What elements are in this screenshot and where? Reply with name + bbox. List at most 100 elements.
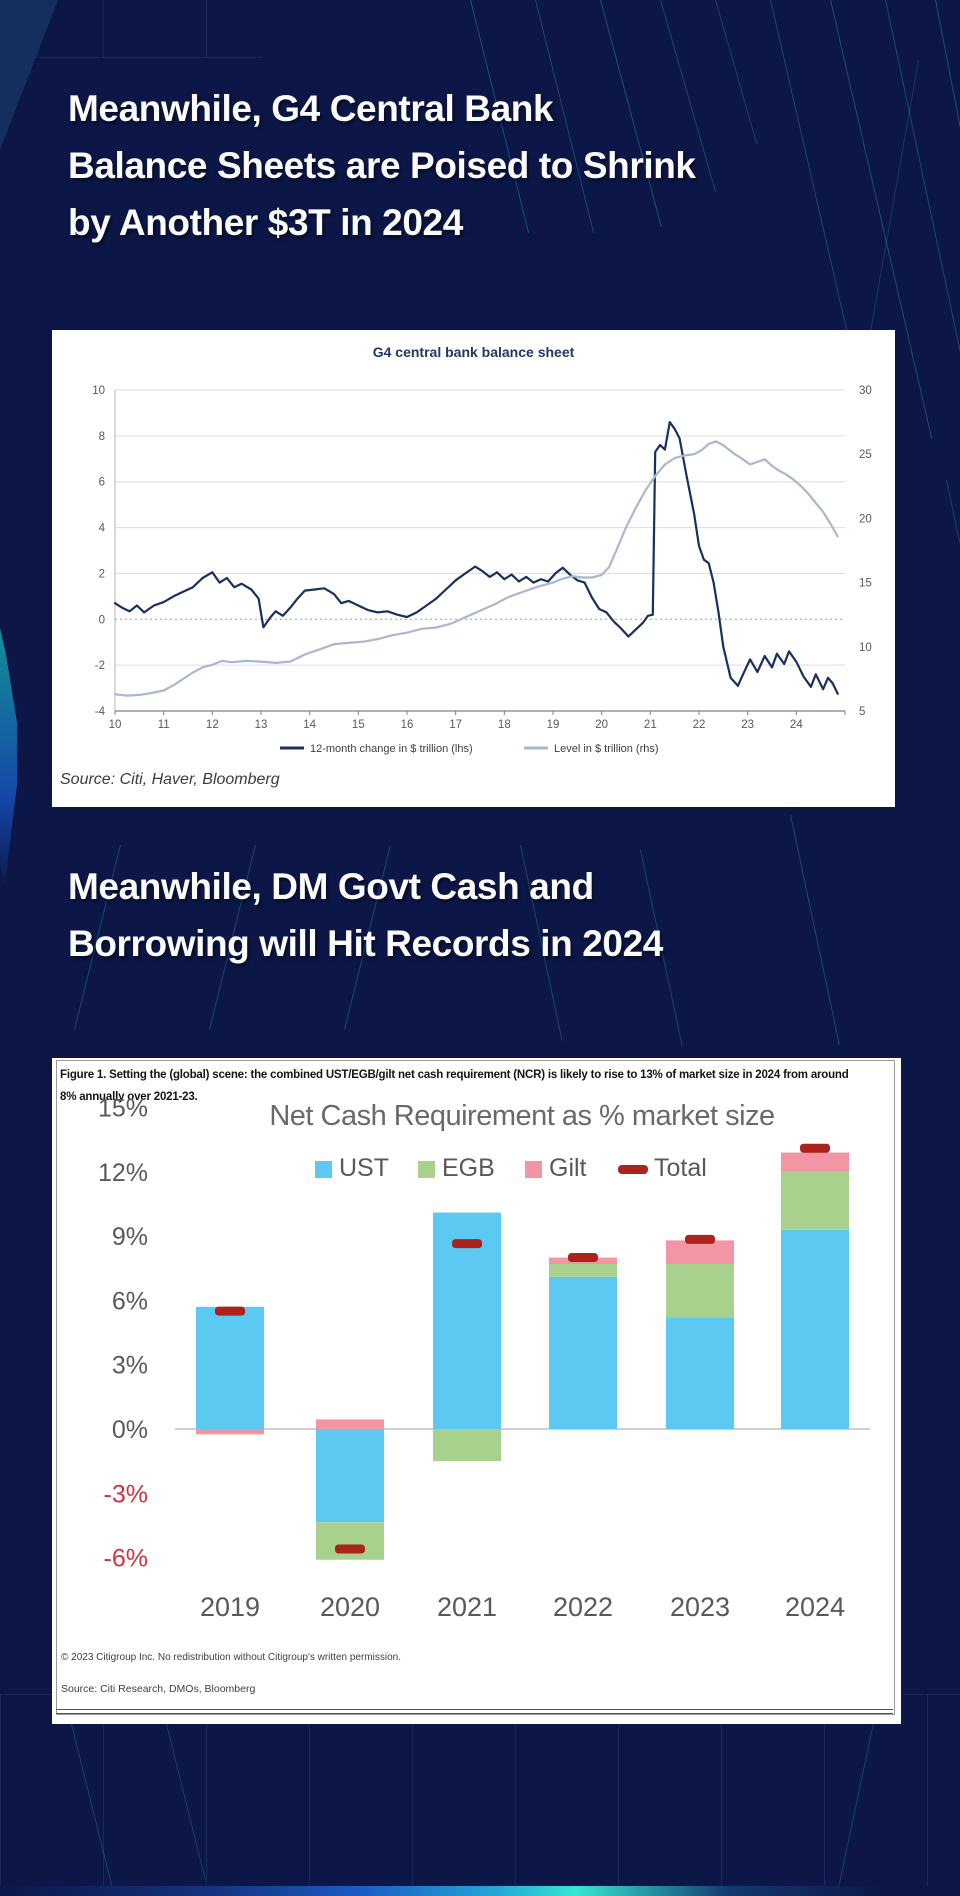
section2-title-line1: Meanwhile, DM Govt Cash and	[68, 866, 594, 907]
x-axis-label: 2023	[670, 1592, 730, 1622]
bar-segment-ust	[666, 1317, 734, 1429]
legend-label: 12-month change in $ trillion (lhs)	[310, 743, 473, 755]
x-axis-label: 19	[547, 719, 560, 731]
x-axis-label: 16	[401, 719, 414, 731]
brand-footer: SignalPlus	[0, 1735, 960, 1835]
y-axis-label: 12%	[98, 1159, 148, 1187]
left-axis-tick: 8	[99, 431, 105, 443]
x-axis-label: 2022	[553, 1592, 613, 1622]
x-axis-label: 2024	[785, 1592, 845, 1622]
chart2-plot: UST EGB Gilt Total 15% 12% 9% 6% 3% 0% -3% -6% 2019 2…	[98, 1095, 870, 1622]
x-axis-label: 18	[498, 719, 511, 731]
bar-segment-egb	[433, 1429, 501, 1462]
total-marker	[685, 1234, 715, 1244]
accent-bar-left	[50, 70, 57, 216]
legend-label: EGB	[442, 1154, 495, 1182]
accent-bar-top	[50, 848, 437, 855]
y-axis-label: 6%	[112, 1287, 148, 1315]
bar-segment-egb	[316, 1522, 384, 1560]
left-axis-tick: -4	[95, 706, 106, 718]
left-axis-tick: 4	[99, 523, 106, 535]
x-axis-label: 24	[790, 719, 803, 731]
section2-title-block: Meanwhile, DM Govt Cash and Borrowing wi…	[50, 848, 910, 998]
y-axis-label: 0%	[112, 1416, 148, 1444]
left-axis-tick: 6	[99, 477, 105, 489]
bar-segment-ust	[196, 1306, 264, 1429]
bottom-gradient-strip	[0, 1886, 960, 1896]
legend-swatch-egb	[418, 1161, 435, 1178]
x-axis-label: 2021	[437, 1592, 497, 1622]
chart1-source: Source: Citi, Haver, Bloomberg	[60, 771, 280, 788]
x-axis-label: 14	[303, 719, 316, 731]
bar-segment-ust	[781, 1229, 849, 1429]
y-axis-label: 15%	[98, 1095, 148, 1123]
x-axis-label: 10	[109, 719, 122, 731]
x-axis-label: 23	[741, 719, 754, 731]
figure-border	[56, 1060, 895, 1715]
figure-bottom-double-rule	[56, 1709, 893, 1714]
left-axis-tick: 2	[99, 568, 105, 580]
y-axis-label: 9%	[112, 1223, 148, 1251]
background-grid-bottom	[0, 1694, 960, 1888]
left-axis-tick: -2	[95, 660, 105, 672]
x-axis-label: 17	[449, 719, 462, 731]
legend-label: Gilt	[549, 1154, 587, 1182]
chart2-caption-line2: 8% annually over 2021-23.	[60, 1091, 198, 1103]
chart1-title: G4 central bank balance sheet	[372, 344, 575, 360]
bar-segment-gilt	[781, 1152, 849, 1172]
bar-segment-egb	[781, 1171, 849, 1230]
total-marker	[800, 1143, 830, 1153]
bar-segment-ust	[433, 1212, 501, 1429]
x-axis-label: 21	[644, 719, 657, 731]
section2-title-line2: Borrowing will Hit Records in 2024	[68, 923, 663, 964]
x-axis-label: 12	[206, 719, 219, 731]
x-axis-label: 2019	[200, 1592, 260, 1622]
section1-title-line2: Balance Sheets are Poised to Shrink	[68, 145, 696, 186]
y-axis-label: 3%	[112, 1352, 148, 1380]
legend-swatch-ust	[315, 1161, 332, 1178]
diagonal-hairline	[935, 0, 960, 472]
chart2-source: Source: Citi Research, DMOs, Bloomberg	[61, 1683, 256, 1695]
bar-segment-gilt	[666, 1240, 734, 1264]
diagonal-hairline	[946, 479, 960, 735]
chart2-panel: Figure 1. Setting the (global) scene: th…	[52, 1058, 901, 1724]
left-axis-tick: 0	[99, 614, 105, 626]
total-marker	[568, 1253, 598, 1263]
x-axis-label: 20	[595, 719, 608, 731]
x-axis-label: 2020	[320, 1592, 380, 1622]
x-axis-label: 13	[255, 719, 268, 731]
left-axis-tick: 10	[92, 385, 105, 397]
bar-segment-ust	[316, 1429, 384, 1523]
total-marker	[215, 1306, 245, 1316]
series-line-change	[113, 420, 839, 695]
chart2-caption: Figure 1. Setting the (global) scene: th…	[60, 1064, 893, 1108]
section1-title-block: Meanwhile, G4 Central Bank Balance Sheet…	[50, 70, 910, 245]
total-marker	[335, 1544, 365, 1554]
section1-title-line1: Meanwhile, G4 Central Bank	[68, 88, 554, 129]
right-axis-tick: 30	[859, 385, 872, 397]
accent-bar-top	[50, 70, 437, 77]
right-axis-tick: 10	[859, 642, 872, 654]
right-axis-tick: 25	[859, 449, 872, 461]
bar-segment-egb	[549, 1263, 617, 1277]
legend-label: Total	[654, 1154, 707, 1182]
chart1-panel: 10 8 6 4 2 0 -2 -4 30 25 20 15 10 5 10 11 12 13 14 15 16 17 18…	[52, 330, 895, 807]
series-line-level	[113, 440, 839, 697]
legend-swatch-gilt	[525, 1161, 542, 1178]
bar-segment-egb	[666, 1263, 734, 1318]
y-axis-label: -6%	[104, 1545, 148, 1573]
section1-title-line3: by Another $3T in 2024	[68, 202, 463, 243]
legend-label: UST	[339, 1154, 389, 1182]
bar-segment-gilt	[196, 1429, 264, 1435]
chart2-caption-line1: Figure 1. Setting the (global) scene: th…	[60, 1069, 849, 1081]
x-axis-label: 11	[158, 719, 170, 731]
bar-segment-gilt	[316, 1419, 384, 1429]
accent-bar-left	[50, 848, 57, 990]
right-axis-tick: 20	[859, 513, 872, 525]
x-axis-label: 15	[352, 719, 365, 731]
left-edge-streak-decoration	[0, 628, 17, 890]
right-axis-tick: 15	[859, 578, 872, 590]
chart2-copyright: © 2023 Citigroup Inc. No redistribution …	[61, 1652, 401, 1663]
total-marker	[452, 1239, 482, 1249]
